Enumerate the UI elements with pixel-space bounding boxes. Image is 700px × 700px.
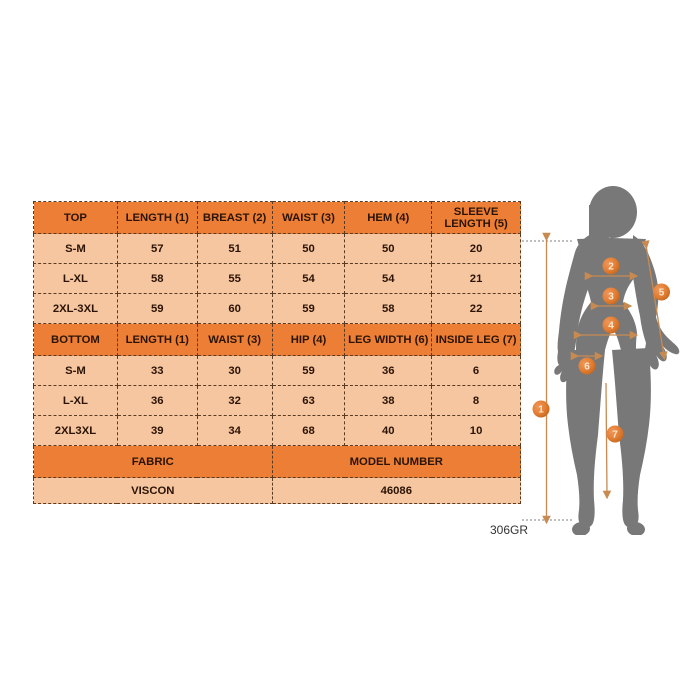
- svg-text:7: 7: [612, 430, 618, 441]
- svg-text:4: 4: [608, 321, 614, 332]
- svg-text:5: 5: [659, 288, 665, 299]
- svg-text:2: 2: [608, 262, 614, 273]
- svg-text:6: 6: [584, 362, 590, 373]
- svg-text:3: 3: [608, 292, 614, 303]
- svg-text:1: 1: [538, 405, 544, 416]
